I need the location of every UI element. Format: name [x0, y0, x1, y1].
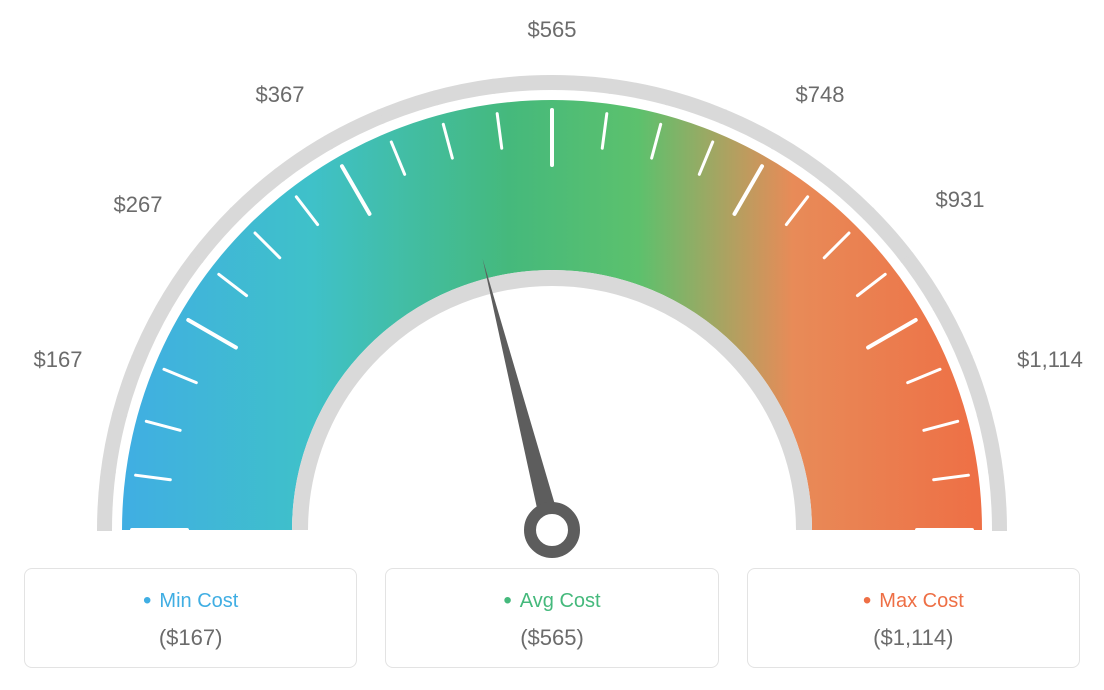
tick-label: $267	[114, 192, 163, 218]
min-cost-card: Min Cost ($167)	[24, 568, 357, 668]
gauge-area: $167 $267 $367 $565 $748 $931 $1,114	[0, 0, 1104, 560]
tick-label: $565	[528, 17, 577, 43]
avg-cost-card: Avg Cost ($565)	[385, 568, 718, 668]
min-cost-value: ($167)	[35, 625, 346, 651]
min-cost-title: Min Cost	[35, 587, 346, 615]
avg-cost-title: Avg Cost	[396, 587, 707, 615]
avg-cost-value: ($565)	[396, 625, 707, 651]
tick-label: $1,114	[1017, 347, 1083, 373]
tick-label: $931	[936, 187, 985, 213]
max-cost-value: ($1,114)	[758, 625, 1069, 651]
tick-label: $167	[34, 347, 83, 373]
needle-hub	[530, 508, 574, 552]
legend-row: Min Cost ($167) Avg Cost ($565) Max Cost…	[24, 568, 1080, 668]
tick-label: $748	[796, 82, 845, 108]
needle	[483, 259, 562, 533]
max-cost-card: Max Cost ($1,114)	[747, 568, 1080, 668]
max-cost-title: Max Cost	[758, 587, 1069, 615]
gauge-chart-container: $167 $267 $367 $565 $748 $931 $1,114 Min Cost …	[0, 0, 1104, 690]
gauge-svg	[0, 0, 1104, 560]
tick-label: $367	[256, 82, 305, 108]
